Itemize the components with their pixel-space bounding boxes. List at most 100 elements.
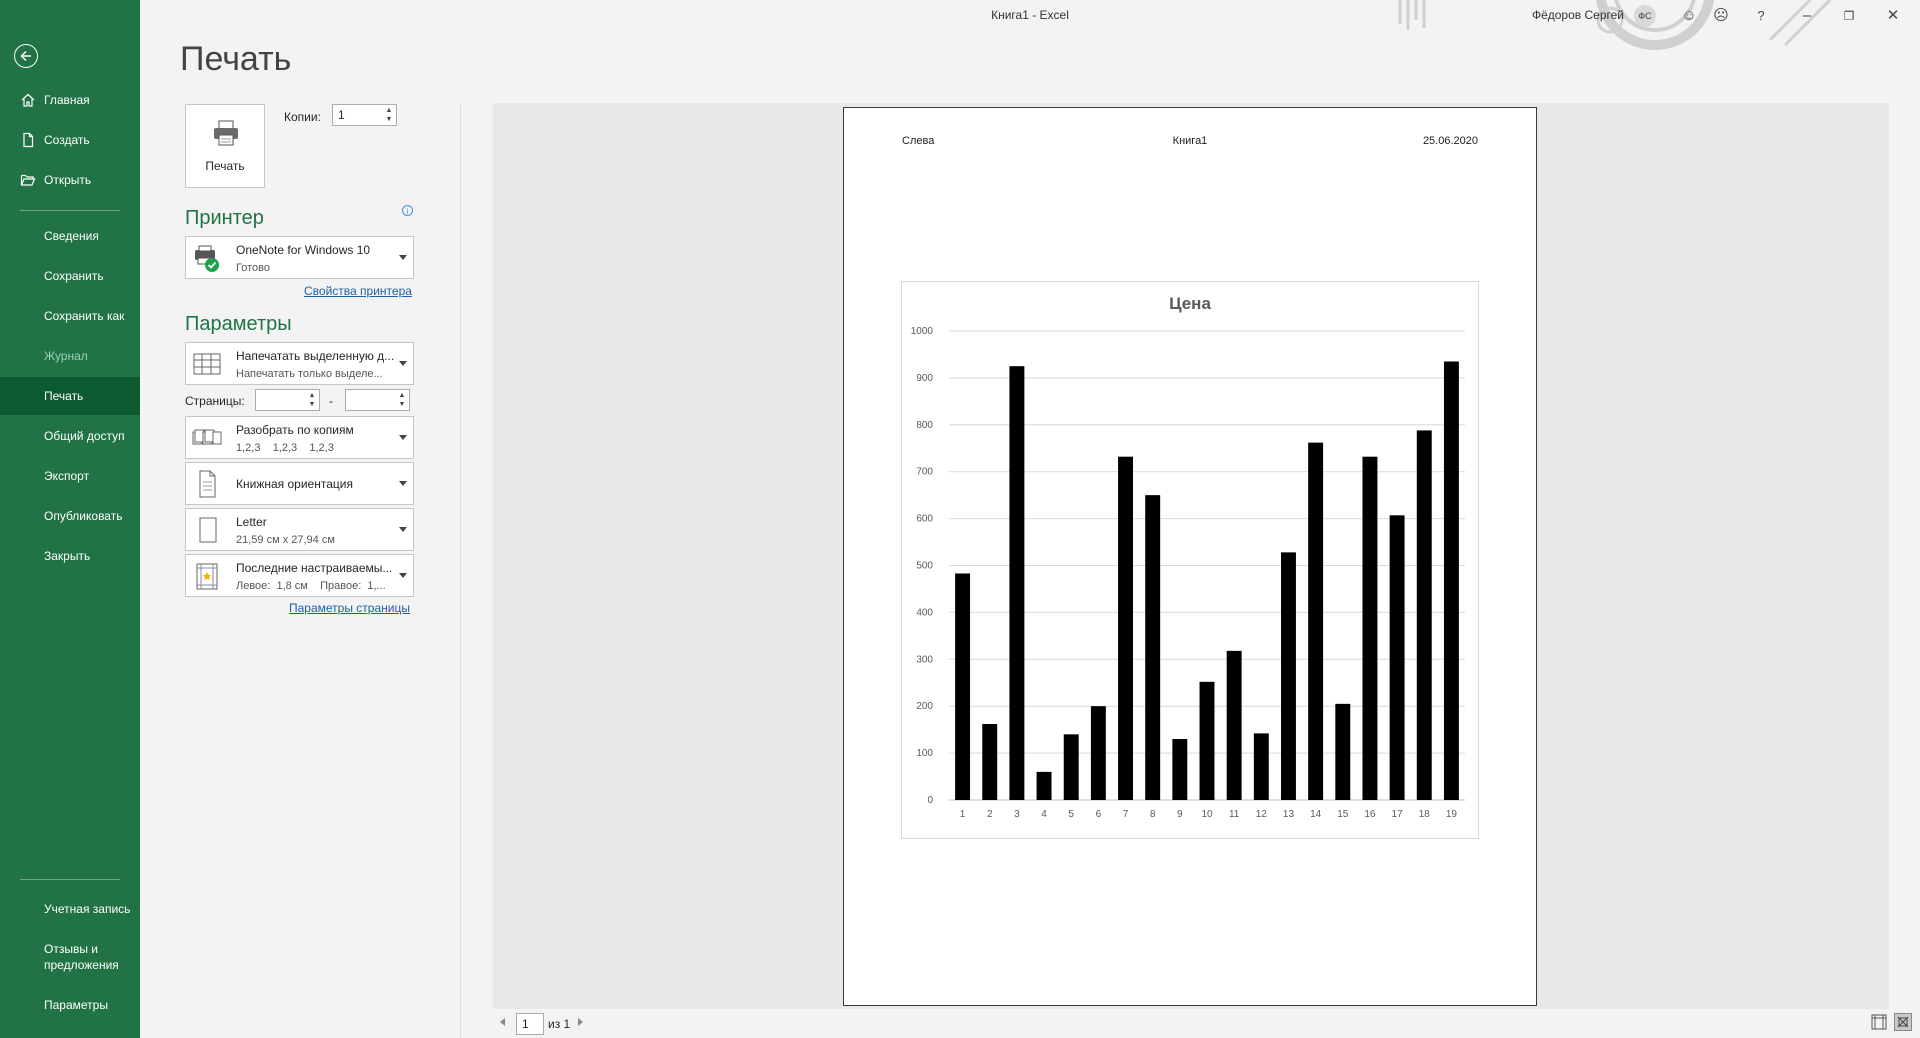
y-tick-label: 700 <box>916 467 933 478</box>
page-setup-link[interactable]: Параметры страницы <box>289 601 410 615</box>
spin-down-icon[interactable]: ▼ <box>398 401 406 408</box>
printer-dropdown[interactable]: OneNote for Windows 10 Готово <box>185 236 414 279</box>
copies-stepper[interactable]: 1 ▲ ▼ <box>332 104 397 126</box>
x-tick-label: 3 <box>1014 809 1020 820</box>
settings-divider <box>460 103 461 1038</box>
sidebar-item-save-as[interactable]: Сохранить как <box>0 297 140 335</box>
x-tick-label: 8 <box>1150 809 1156 820</box>
paper-size-dropdown[interactable]: Letter 21,59 см x 27,94 см <box>185 508 414 551</box>
margins-dropdown[interactable]: Последние настраиваемы... Левое: 1,8 см … <box>185 554 414 597</box>
sidebar-item-new[interactable]: Создать <box>0 121 140 159</box>
pages-from-input[interactable]: ▲ ▼ <box>255 389 320 411</box>
sidebar-item-share[interactable]: Общий доступ <box>0 417 140 455</box>
spin-up-icon[interactable]: ▲ <box>385 107 393 114</box>
show-margins-icon[interactable] <box>1870 1013 1888 1031</box>
feedback-line2: предложения <box>44 958 119 972</box>
user-avatar[interactable]: ФС <box>1634 5 1656 27</box>
sidebar-item-history: Журнал <box>0 337 140 375</box>
chevron-down-icon <box>399 254 407 260</box>
x-tick-label: 15 <box>1337 809 1349 820</box>
sidebar-item-label: Сохранить как <box>44 309 125 323</box>
prev-page-icon[interactable] <box>500 1018 505 1026</box>
bar <box>1090 706 1106 800</box>
x-tick-label: 17 <box>1392 809 1404 820</box>
chart-title: Цена <box>1169 294 1211 313</box>
y-tick-label: 900 <box>916 373 933 384</box>
sidebar-item-label: Общий доступ <box>44 429 125 443</box>
printer-properties-link[interactable]: Свойства принтера <box>304 284 412 298</box>
bar <box>1063 734 1079 800</box>
back-arrow-icon <box>20 50 31 62</box>
sidebar-item-print[interactable]: Печать <box>0 377 140 415</box>
pages-to-input[interactable]: ▲ ▼ <box>345 389 410 411</box>
bar <box>1416 430 1432 800</box>
sidebar-item-home[interactable]: Главная <box>0 81 140 119</box>
info-icon[interactable]: i <box>402 205 413 216</box>
x-tick-label: 18 <box>1419 809 1431 820</box>
title-decoration <box>1398 0 1832 50</box>
bar <box>1362 456 1378 800</box>
sidebar-item-label: Журнал <box>44 349 88 363</box>
current-page-input[interactable]: 1 <box>516 1013 544 1035</box>
sidebar-item-close[interactable]: Закрыть <box>0 537 140 575</box>
restore-icon[interactable]: ❐ <box>1843 9 1855 23</box>
sidebar-item-info[interactable]: Сведения <box>0 217 140 255</box>
chevron-down-icon <box>399 360 407 366</box>
bar <box>1308 442 1324 800</box>
user-name[interactable]: Фёдоров Сергей <box>1531 8 1624 22</box>
copies-value: 1 <box>338 108 345 122</box>
pages-dash: - <box>329 394 333 408</box>
sidebar-item-label: Открыть <box>44 173 92 187</box>
orientation-dropdown[interactable]: Книжная ориентация <box>185 462 414 505</box>
sidebar-item-account[interactable]: Учетная запись <box>0 890 140 928</box>
portrait-page-icon <box>199 470 216 498</box>
orientation-value: Книжная ориентация <box>236 477 353 491</box>
bar <box>1118 456 1133 800</box>
smile-feedback-icon[interactable]: ☺ <box>1681 7 1697 24</box>
frown-feedback-icon[interactable]: ☹ <box>1713 7 1729 24</box>
sidebar-item-feedback[interactable]: Отзывы и предложения <box>0 935 140 979</box>
sidebar-item-open[interactable]: Открыть <box>0 161 140 199</box>
bar <box>982 724 998 800</box>
minimize-icon[interactable]: – <box>1802 7 1812 24</box>
margins-desc: Левое: 1,8 см Правое: 1,... <box>236 580 386 592</box>
sidebar-item-publish[interactable]: Опубликовать <box>0 497 140 535</box>
close-icon[interactable]: ✕ <box>1886 7 1900 24</box>
spin-down-icon[interactable]: ▼ <box>308 401 316 408</box>
sidebar-item-label: Создать <box>44 133 90 147</box>
help-icon[interactable]: ? <box>1757 8 1765 23</box>
y-tick-label: 600 <box>916 514 933 525</box>
page-title: Печать <box>180 40 292 78</box>
chevron-down-icon <box>399 480 407 486</box>
print-button[interactable]: Печать <box>185 104 265 188</box>
spin-up-icon[interactable]: ▲ <box>308 392 316 399</box>
printer-section-title: Принтер <box>185 207 264 229</box>
back-button[interactable] <box>14 44 38 68</box>
y-tick-label: 500 <box>916 561 933 572</box>
next-page-icon[interactable] <box>578 1018 583 1026</box>
x-tick-label: 4 <box>1041 809 1047 820</box>
printer-status: Готово <box>236 262 270 274</box>
zoom-to-page-icon[interactable] <box>1894 1013 1912 1031</box>
sidebar-item-label: Параметры <box>44 998 108 1012</box>
sidebar-item-label: Главная <box>44 93 90 107</box>
collate-dropdown[interactable]: Разобрать по копиям 1,2,3 1,2,3 1,2,3 <box>185 416 414 459</box>
page-count: из 1 <box>548 1017 571 1031</box>
spin-down-icon[interactable]: ▼ <box>385 116 393 123</box>
pages-label: Страницы: <box>185 394 245 408</box>
margins-value: Последние настраиваемы... <box>236 561 393 575</box>
new-file-icon <box>23 132 34 148</box>
print-what-dropdown[interactable]: Напечатать выделенную д... Напечатать то… <box>185 342 414 385</box>
collate-desc: 1,2,3 1,2,3 1,2,3 <box>236 442 334 454</box>
y-tick-label: 200 <box>916 701 933 712</box>
sidebar-item-export[interactable]: Экспорт <box>0 457 140 495</box>
paper-size-icon <box>199 517 217 543</box>
bar <box>1172 739 1188 800</box>
sidebar-item-save[interactable]: Сохранить <box>0 257 140 295</box>
header-center: Книга1 <box>1172 135 1208 147</box>
x-tick-label: 7 <box>1123 809 1129 820</box>
spin-up-icon[interactable]: ▲ <box>398 392 406 399</box>
y-tick-label: 0 <box>927 795 933 806</box>
sidebar-item-options[interactable]: Параметры <box>0 986 140 1024</box>
